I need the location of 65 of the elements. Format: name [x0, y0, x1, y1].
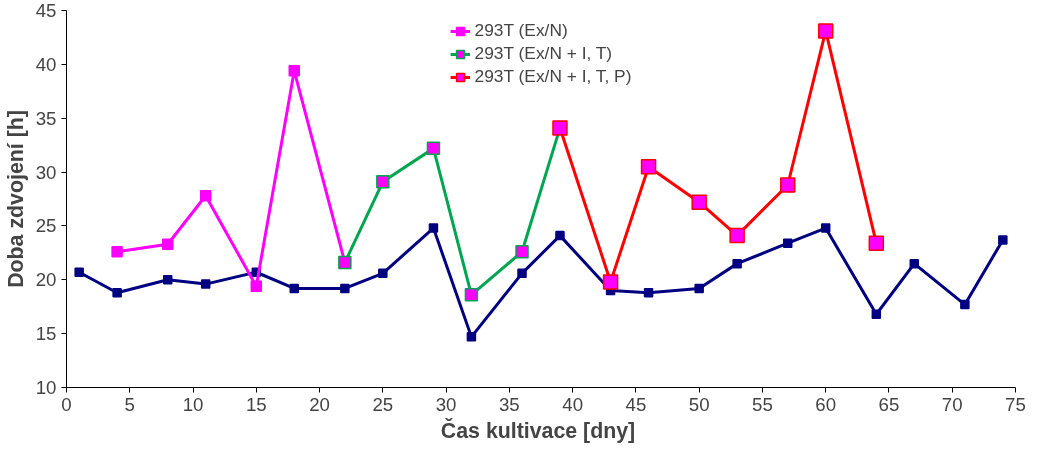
- point: [602, 274, 619, 290]
- point: [162, 275, 173, 285]
- point: [998, 235, 1008, 245]
- point: [643, 287, 654, 298]
- x-tick-label: 0: [61, 393, 72, 415]
- y-tick-label: 15: [35, 323, 57, 345]
- point: [340, 283, 350, 294]
- point: [426, 141, 441, 156]
- x-axis-title: Čas kultivace [dny]: [440, 417, 636, 443]
- x-tick-label: 70: [941, 393, 963, 415]
- y-tick-label: 35: [35, 107, 57, 129]
- y-tick-label: 45: [35, 0, 57, 21]
- point: [640, 158, 657, 175]
- point: [111, 246, 123, 258]
- x-tick-label: 15: [245, 393, 267, 415]
- point: [378, 268, 388, 279]
- y-tick-label: 25: [35, 215, 57, 237]
- point: [732, 258, 742, 269]
- x-tick-label: 20: [309, 393, 330, 415]
- point: [200, 279, 211, 289]
- x-tick-label: 65: [878, 393, 900, 415]
- x-tick-label: 35: [498, 393, 520, 415]
- point: [464, 288, 479, 302]
- point: [729, 227, 745, 244]
- point: [694, 283, 704, 294]
- point: [288, 65, 301, 77]
- point: [161, 238, 174, 250]
- point: [112, 287, 122, 298]
- legend-label: 293T (Ex/N): [474, 20, 568, 41]
- y-tick-label: 10: [35, 377, 57, 398]
- point: [376, 175, 390, 189]
- point: [960, 299, 970, 310]
- x-tick-label: 75: [1005, 393, 1026, 415]
- point: [515, 245, 529, 259]
- point: [817, 23, 834, 39]
- point: [555, 230, 565, 241]
- y-axis-title: Doba zdvojení [h]: [3, 110, 28, 288]
- point: [871, 309, 882, 319]
- point: [691, 194, 707, 210]
- point: [517, 268, 527, 279]
- y-tick-label: 30: [35, 161, 57, 183]
- x-tick-label: 50: [688, 393, 710, 415]
- y-tick-label: 20: [35, 269, 57, 291]
- x-tick-label: 5: [124, 393, 135, 415]
- point: [782, 238, 793, 248]
- x-tick-label: 30: [435, 393, 457, 415]
- point: [199, 190, 212, 202]
- legend-label: 293T (Ex/N + I, T): [474, 43, 613, 64]
- x-tick-label: 10: [182, 393, 204, 415]
- legend-label: 293T (Ex/N + I, T, P): [474, 66, 632, 87]
- x-tick-label: 25: [372, 393, 394, 415]
- point: [868, 235, 885, 251]
- point: [909, 258, 920, 269]
- x-tick-label: 55: [752, 393, 773, 415]
- point: [428, 223, 439, 233]
- y-tick-label: 40: [35, 53, 57, 75]
- x-tick-label: 60: [815, 393, 837, 415]
- point: [250, 280, 263, 292]
- point: [466, 332, 477, 342]
- x-tick-label: 40: [562, 393, 584, 415]
- point: [820, 223, 831, 233]
- point: [289, 283, 300, 294]
- x-tick-label: 45: [625, 393, 647, 415]
- point: [779, 177, 796, 193]
- point: [74, 267, 84, 277]
